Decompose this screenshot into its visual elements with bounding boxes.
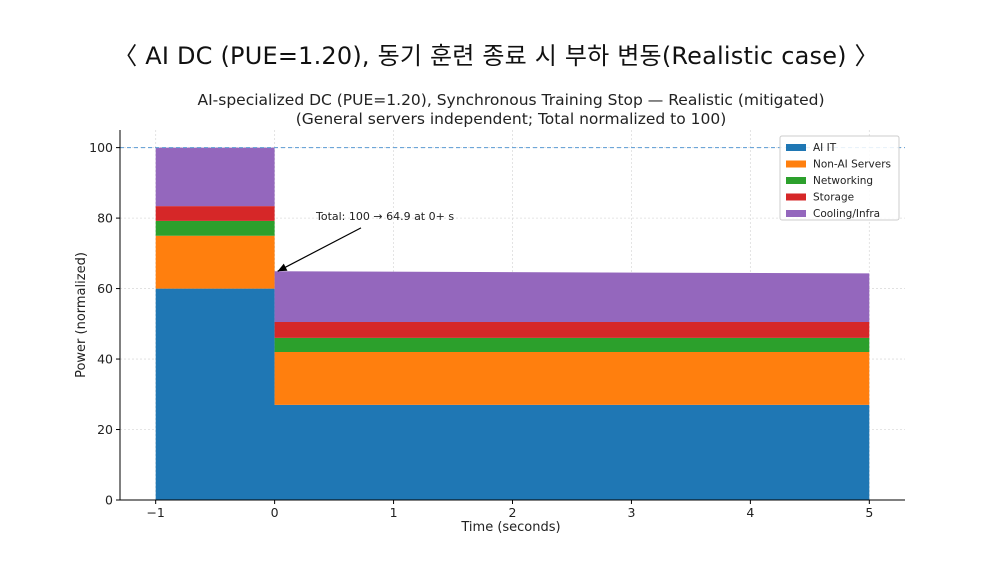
chart-subtitle: (General servers independent; Total norm… [296, 110, 727, 128]
annotation: Total: 100 → 64.9 at 0+ s [277, 210, 454, 272]
legend-swatch-ai-it [786, 144, 806, 151]
x-tick-label-2: 1 [390, 505, 398, 520]
y-axis-label: Power (normalized) [74, 252, 89, 378]
y-tick-label-0: 0 [105, 493, 113, 508]
annotation-text: Total: 100 → 64.9 at 0+ s [315, 210, 454, 223]
x-tick-label-1: 0 [271, 505, 279, 520]
legend-label-cooling-infra: Cooling/Infra [813, 208, 880, 220]
x-tick-label-4: 3 [627, 505, 635, 520]
slide-title: 〈 AI DC (PUE=1.20), 동기 훈련 종료 시 부하 변동(Rea… [113, 42, 879, 70]
legend-swatch-non-ai-servers [786, 160, 806, 168]
legend-swatch-cooling-infra [786, 210, 806, 217]
y-tick-label-2: 40 [97, 352, 113, 367]
y-tick-label-3: 60 [97, 281, 113, 296]
area-networking [155, 220, 870, 352]
x-tick-label-0: −1 [146, 505, 164, 520]
x-tick-label-6: 5 [865, 505, 873, 520]
annotation-arrow [277, 227, 362, 272]
legend-box [779, 135, 900, 221]
y-tick-label-1: 20 [97, 422, 113, 437]
x-axis-label: Time (seconds) [460, 520, 560, 535]
legend-swatch-storage [786, 193, 806, 201]
annotation-arrowhead [277, 263, 288, 272]
stacked-areas [155, 147, 870, 500]
x-tick-label-5: 4 [746, 505, 754, 520]
x-tick-label-3: 2 [509, 505, 517, 520]
chart-title: AI-specialized DC (PUE=1.20), Synchronou… [197, 91, 824, 109]
ticks: −1 0 1 2 3 4 5 0 20 40 60 80 100 [89, 140, 873, 520]
legend-label-ai-it: AI IT [813, 142, 837, 154]
legend-label-networking: Networking [813, 175, 873, 187]
y-tick-label-4: 80 [97, 211, 113, 226]
legend-label-storage: Storage [813, 192, 854, 204]
area-storage [155, 206, 870, 338]
area-non-ai-servers [155, 235, 870, 405]
y-tick-label-5: 100 [89, 140, 113, 155]
legend: AI IT Non-AI Servers Networking Storage Cool… [779, 135, 900, 221]
area-cooling-infra [155, 147, 870, 322]
area-ai-it [155, 288, 870, 500]
legend-swatch-networking [786, 177, 806, 184]
legend-label-non-ai-servers: Non-AI Servers [813, 159, 891, 171]
